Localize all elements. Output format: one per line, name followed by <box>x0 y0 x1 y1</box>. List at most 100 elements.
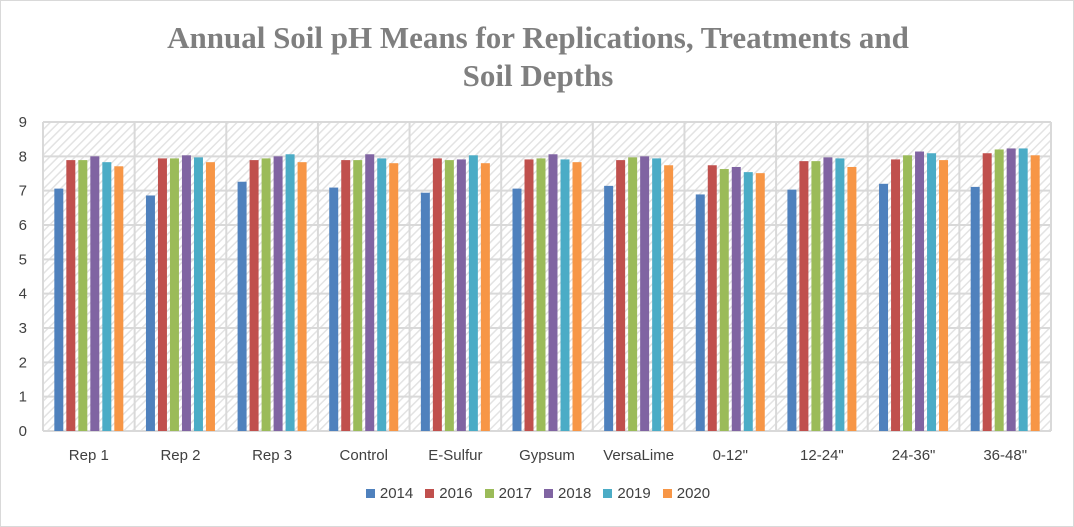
bar-2014-1 <box>145 195 155 431</box>
legend-swatch <box>484 489 494 498</box>
bar-2017-7 <box>719 169 729 431</box>
bar-2016-2 <box>249 160 259 432</box>
legend-swatch <box>425 489 435 498</box>
y-tick-label: 6 <box>19 217 27 234</box>
bar-2019-8 <box>835 158 845 432</box>
bar-2020-10 <box>1030 155 1040 431</box>
bar-2020-8 <box>847 166 857 431</box>
bar-2017-1 <box>169 158 179 432</box>
bar-2019-3 <box>377 158 387 432</box>
y-tick-label: 5 <box>19 251 27 268</box>
bar-2019-7 <box>743 172 753 432</box>
bar-2020-3 <box>389 163 399 431</box>
bar-2019-5 <box>560 159 570 431</box>
bar-2017-3 <box>353 160 363 432</box>
bar-2014-2 <box>237 181 247 431</box>
bar-2014-4 <box>420 192 430 431</box>
legend-swatch <box>603 489 613 498</box>
y-tick-label: 4 <box>19 286 27 303</box>
bar-2016-6 <box>616 160 626 432</box>
bar-2018-4 <box>456 159 466 431</box>
x-tick-label: 24-36" <box>892 447 936 464</box>
bar-2017-5 <box>536 158 546 432</box>
bar-2016-1 <box>157 158 167 432</box>
bar-2017-2 <box>261 158 271 432</box>
bar-2019-10 <box>1018 148 1028 432</box>
bar-2017-10 <box>994 149 1004 431</box>
bar-2017-9 <box>903 155 913 431</box>
bar-2020-1 <box>205 162 215 432</box>
legend-item: 2017 <box>484 485 532 502</box>
bar-2018-2 <box>273 156 283 432</box>
legend-item: 2016 <box>425 485 473 502</box>
bar-2014-6 <box>604 185 614 431</box>
bar-2018-10 <box>1006 148 1016 432</box>
y-tick-label: 7 <box>19 183 27 200</box>
bar-2020-4 <box>480 163 490 431</box>
bar-2018-6 <box>640 156 650 432</box>
x-tick-label: 36-48" <box>983 447 1027 464</box>
bar-2019-0 <box>102 162 112 432</box>
legend-label: 2016 <box>439 485 473 502</box>
y-tick-label: 3 <box>19 320 27 337</box>
bar-2016-10 <box>982 153 992 431</box>
bar-2017-6 <box>628 157 638 431</box>
x-tick-label: 12-24" <box>800 447 844 464</box>
bar-2016-8 <box>799 161 809 431</box>
legend: 2014 2016 2017 2018 2019 2020 <box>1 485 1073 502</box>
bar-2017-8 <box>811 161 821 431</box>
bar-2018-9 <box>915 151 925 431</box>
bar-2019-4 <box>468 155 478 431</box>
y-tick-label: 1 <box>19 389 27 406</box>
bar-2019-2 <box>285 154 295 432</box>
bar-2020-9 <box>939 160 949 432</box>
bar-2014-0 <box>54 188 64 431</box>
bar-2014-3 <box>329 187 339 431</box>
bar-2014-7 <box>695 194 705 431</box>
bar-2020-0 <box>114 166 124 432</box>
bar-2018-3 <box>365 154 375 432</box>
legend-label: 2020 <box>676 485 711 502</box>
title-line-1: Annual Soil pH Means for Replications, T… <box>167 20 909 55</box>
bar-2020-5 <box>572 162 582 432</box>
legend-label: 2019 <box>617 485 651 502</box>
bar-2016-0 <box>66 160 76 432</box>
bar-2016-3 <box>341 160 351 432</box>
bar-2016-5 <box>524 159 534 431</box>
y-tick-label: 9 <box>19 114 27 131</box>
bar-2018-5 <box>548 154 558 432</box>
chart-title: Annual Soil pH Means for Replications, T… <box>1 19 1073 95</box>
bar-2016-7 <box>707 165 717 431</box>
y-tick-label: 2 <box>19 354 27 371</box>
bar-2020-2 <box>297 162 307 432</box>
legend-swatch <box>662 489 672 498</box>
bar-2018-8 <box>823 157 833 431</box>
y-tick-label: 0 <box>19 423 27 440</box>
bar-2020-7 <box>755 173 765 431</box>
bar-2019-1 <box>193 157 203 431</box>
legend-label: 2018 <box>558 485 592 502</box>
x-tick-label: 0-12" <box>713 447 748 464</box>
title-line-2: Soil Depths <box>462 58 614 93</box>
bar-2017-4 <box>444 160 454 432</box>
bar-2020-6 <box>664 165 674 431</box>
x-tick-label: Rep 3 <box>252 447 292 464</box>
legend-item: 2018 <box>544 485 591 502</box>
y-tick-label: 8 <box>19 148 27 165</box>
bar-2018-7 <box>731 166 741 431</box>
bar-2016-4 <box>432 158 442 432</box>
x-tick-label: E-Sulfur <box>428 447 482 464</box>
x-tick-label: Gypsum <box>519 447 575 464</box>
x-tick-label: Control <box>340 447 388 464</box>
legend-swatch <box>365 489 375 498</box>
x-tick-label: Rep 1 <box>69 447 109 464</box>
bar-2014-9 <box>879 183 889 431</box>
bar-2019-6 <box>652 158 662 432</box>
x-tick-label: Rep 2 <box>160 447 200 464</box>
legend-item: 2019 <box>603 485 651 502</box>
bar-2019-9 <box>927 153 937 431</box>
legend-label: 2014 <box>379 485 414 502</box>
bar-2016-9 <box>891 159 901 431</box>
